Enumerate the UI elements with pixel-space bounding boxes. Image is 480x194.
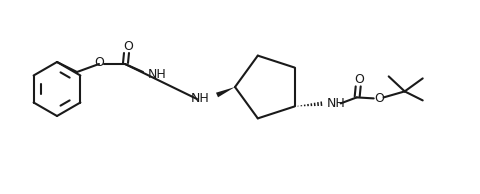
Text: NH: NH xyxy=(327,97,346,110)
Text: O: O xyxy=(94,56,104,69)
Text: NH: NH xyxy=(190,93,209,106)
Polygon shape xyxy=(216,87,235,97)
Text: O: O xyxy=(123,40,133,53)
Text: NH: NH xyxy=(148,68,167,81)
Text: O: O xyxy=(354,73,364,86)
Text: O: O xyxy=(374,92,384,105)
